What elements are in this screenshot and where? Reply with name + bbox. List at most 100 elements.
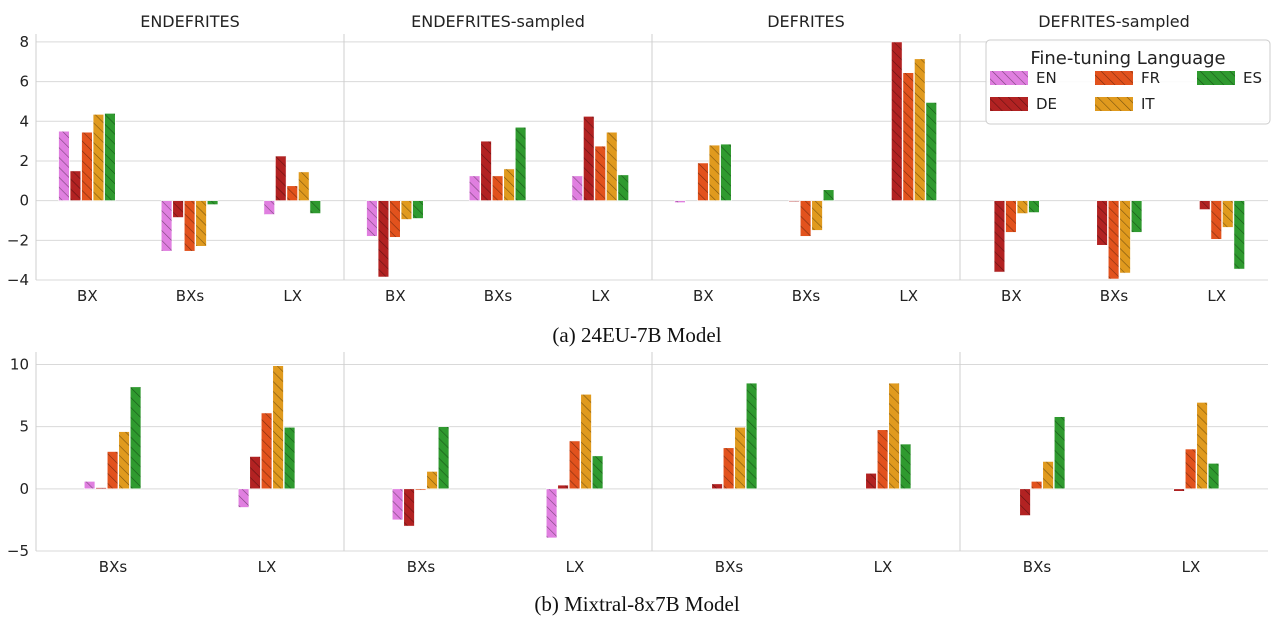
bar-lx-de	[557, 484, 569, 490]
bar-lx-es	[1233, 200, 1245, 270]
bar-lx-fr	[260, 412, 273, 490]
chart-b: −5 0 5 10 BXs LX BXs LX BXs LX BXs LX (b) Mixtral-8x…	[7, 352, 1268, 616]
bar-bxs-fr	[414, 488, 427, 491]
x-tick-label: BXs	[484, 287, 513, 305]
bar-lx-de	[249, 456, 261, 490]
bar-lx-en	[237, 488, 250, 508]
panel-title: DEFRITES-sampled	[1038, 12, 1190, 31]
bar-bxs-de	[1096, 200, 1108, 246]
bar-lx-it	[914, 58, 926, 201]
bar-lx-fr	[594, 145, 606, 201]
bar-lx-de	[891, 41, 903, 201]
bar-lx-fr	[568, 440, 581, 490]
bar-bxs-en	[391, 488, 404, 521]
bar-lx-es	[309, 200, 321, 214]
bar-bx-es	[1028, 200, 1040, 213]
bar-lx-es	[899, 443, 912, 490]
legend-swatch-fr	[1095, 71, 1133, 85]
panel-title: DEFRITES	[767, 12, 845, 31]
caption: (b) Mixtral-8x7B Model	[534, 592, 739, 616]
x-tick-label: BXs	[99, 558, 128, 576]
bar-bx-it	[400, 200, 413, 220]
legend-label-de: DE	[1036, 95, 1057, 113]
bar-bxs-it	[426, 471, 438, 490]
panel-3: BXs LX	[651, 352, 912, 576]
bar-bx-de	[993, 200, 1006, 273]
legend-label-es: ES	[1243, 69, 1262, 87]
legend-swatch-de	[990, 97, 1028, 111]
x-tick-label: BX	[1001, 287, 1022, 305]
bar-lx-it	[888, 382, 900, 490]
bar-lx-en	[263, 200, 275, 215]
bar-bxs-en	[160, 200, 173, 252]
bar-lx-it	[298, 171, 310, 201]
bar-bxs-es	[437, 426, 450, 490]
panel-title: ENDEFRITES-sampled	[411, 12, 585, 31]
bar-lx-en	[571, 175, 583, 201]
bar-bx-it	[708, 144, 721, 201]
bar-bxs-de	[711, 483, 723, 490]
bar-lx-de	[275, 155, 287, 201]
bar-bx-fr	[389, 200, 401, 238]
bar-lx-en	[545, 488, 558, 539]
bar-bxs-de	[480, 140, 492, 201]
bar-lx-it	[272, 365, 284, 490]
caption: (a) 24EU-7B Model	[552, 323, 721, 347]
bar-bx-fr	[697, 162, 709, 201]
panel-1: BXs LX	[83, 365, 296, 576]
x-tick-label: BX	[385, 287, 406, 305]
x-tick-label: BXs	[407, 558, 436, 576]
y-tick-label: −4	[7, 271, 29, 289]
x-tick-label: LX	[1182, 558, 1201, 576]
bar-bx-en	[366, 200, 378, 237]
legend-label-fr: FR	[1141, 69, 1160, 87]
bar-lx-de	[1173, 488, 1185, 492]
bar-bxs-en	[468, 175, 481, 201]
bar-bxs-es	[206, 200, 219, 205]
legend-swatch-es	[1197, 71, 1235, 85]
y-tick-label: 8	[19, 33, 29, 51]
y-tick-label: 4	[19, 112, 29, 130]
x-tick-label: LX	[899, 287, 918, 305]
bar-lx-fr	[876, 429, 889, 490]
y-tick-label: −5	[7, 542, 29, 560]
bar-bxs-de	[788, 200, 800, 202]
legend-swatch-it	[1095, 97, 1133, 111]
legend-label-it: IT	[1141, 95, 1155, 113]
panel-endefrites: ENDEFRITES BX BXs LX	[58, 12, 321, 305]
bar-bxs-it	[195, 200, 207, 247]
bar-lx-es	[617, 174, 629, 201]
panel-endefrites-sampled: ENDEFRITES-sampled BX BXs LX	[343, 12, 629, 305]
bar-bxs-it	[1119, 200, 1131, 274]
bar-bxs-de	[1019, 488, 1031, 516]
bar-bx-fr	[81, 131, 93, 201]
bar-bxs-es	[1130, 200, 1143, 233]
x-tick-label: BXs	[176, 287, 205, 305]
x-tick-label: LX	[566, 558, 585, 576]
bar-bx-de	[69, 170, 82, 201]
bar-bxs-fr	[799, 200, 812, 237]
panel-4: BXs LX	[959, 352, 1220, 576]
bar-lx-es	[591, 455, 604, 490]
x-tick-label: LX	[874, 558, 893, 576]
bar-bx-es	[720, 143, 732, 201]
bar-lx-fr	[286, 185, 298, 201]
bar-bx-fr	[1005, 200, 1017, 233]
bar-bxs-es	[514, 126, 527, 201]
panel-title: ENDEFRITES	[140, 12, 240, 31]
x-tick-label: BX	[693, 287, 714, 305]
bar-bx-de	[377, 200, 390, 278]
bar-bxs-fr	[183, 200, 196, 252]
x-tick-label: LX	[591, 287, 610, 305]
x-tick-label: BXs	[792, 287, 821, 305]
bar-bxs-it	[734, 426, 746, 490]
panel-2: BXs LX	[343, 352, 604, 576]
y-tick-label: −2	[7, 231, 29, 249]
legend-swatch-en	[990, 71, 1028, 85]
bar-bxs-it	[118, 431, 130, 490]
bar-bxs-fr	[722, 447, 735, 490]
bar-bx-es	[412, 200, 424, 219]
bar-bxs-fr	[1030, 481, 1043, 490]
